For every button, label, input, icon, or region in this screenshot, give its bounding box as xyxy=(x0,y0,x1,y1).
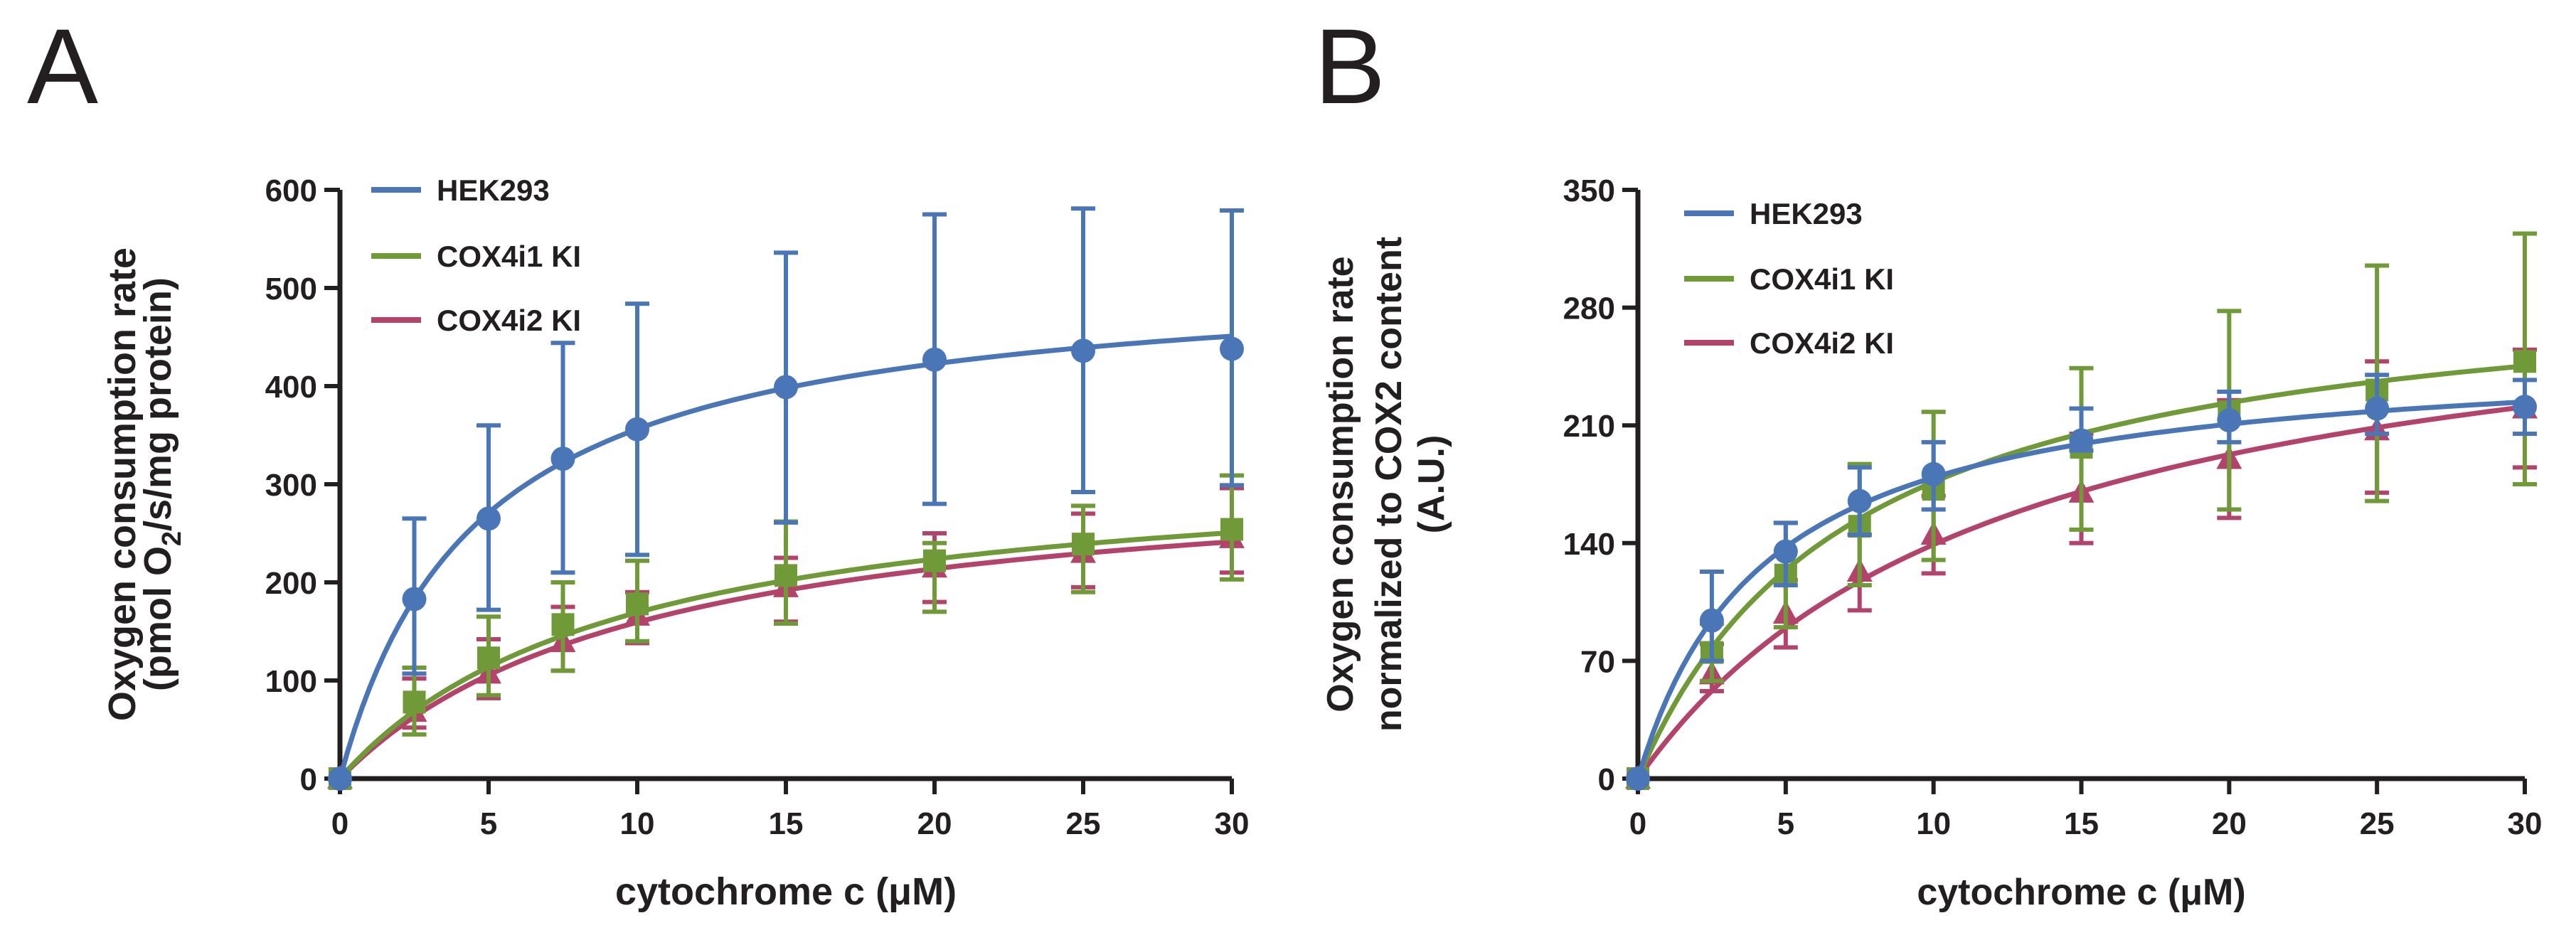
y-tick-label: 300 xyxy=(265,468,317,503)
x-tick-label: 5 xyxy=(480,806,497,841)
legend-label-cox4i1-ki: COX4i1 KI xyxy=(1750,262,1894,296)
hek293-data-point xyxy=(1699,608,1724,633)
panel-a-plot: 0 100 200 300 400 500 600 0 5 10 15 20 25 30 cytochrom… xyxy=(101,173,1249,913)
y-axis-label-line-1: Oxygen consumption rate xyxy=(101,247,144,721)
legend-label-cox4i2-ki: COX4i2 KI xyxy=(1750,326,1894,360)
x-tick-label: 15 xyxy=(2064,806,2099,841)
y-axis-label-line-2: normalized to COX2 content xyxy=(1368,237,1410,732)
panel-a: A 0 100 200 300 400 500 600 0 5 10 15 20 25 30 cytochr… xyxy=(27,6,1249,913)
x-axis-label: cytochrome c (μM) xyxy=(1917,872,2245,913)
y-tick-label: 0 xyxy=(1598,762,1615,797)
cox4i1-ki-data-point xyxy=(1072,533,1095,556)
x-tick-label: 5 xyxy=(1777,806,1794,841)
y-axis-label-part: (pmol O xyxy=(137,546,179,691)
y-axis-label-line-1: Oxygen consumption rate xyxy=(1320,256,1361,712)
cox4i1-ki-data-point xyxy=(1220,518,1243,541)
y-axis-label-part: /s/mg protein) xyxy=(137,277,179,531)
y-tick-label: 140 xyxy=(1563,527,1615,562)
hek293-data-point xyxy=(1921,461,1946,486)
hek293-data-point xyxy=(922,347,947,372)
x-tick-label: 30 xyxy=(1215,806,1250,841)
cox4i1-ki-data-point xyxy=(403,690,426,714)
y-axis-label-line-3: (A.U.) xyxy=(1411,435,1452,534)
x-tick-label: 30 xyxy=(2508,806,2543,841)
y-tick-label: 350 xyxy=(1563,173,1615,208)
hek293-data-point xyxy=(774,375,798,400)
hek293-data-point xyxy=(1626,767,1650,791)
hek293-data-point xyxy=(2217,408,2242,433)
x-tick-label: 0 xyxy=(331,806,348,841)
hek293-data-point xyxy=(402,587,427,612)
hek293-data-point xyxy=(477,506,501,531)
y-tick-label: 280 xyxy=(1563,292,1615,326)
y-tick-label: 200 xyxy=(265,566,317,601)
hek293-data-point xyxy=(625,417,649,442)
x-tick-label: 10 xyxy=(620,806,655,841)
hek293-data-point xyxy=(2513,395,2537,420)
hek293-data-point xyxy=(2365,396,2390,421)
y-tick-label: 400 xyxy=(265,370,317,405)
cox4i1-ki-data-point xyxy=(477,646,500,670)
y-axis-label-subscript: 2 xyxy=(157,531,187,546)
panel-a-label: A xyxy=(27,6,98,126)
x-tick-label: 10 xyxy=(1916,806,1951,841)
hek293-data-point xyxy=(1847,488,1872,513)
cox4i1-ki-data-point xyxy=(923,549,946,572)
legend-label-cox4i1-ki: COX4i1 KI xyxy=(437,240,581,273)
panel-b-label: B xyxy=(1314,6,1385,126)
x-tick-label: 15 xyxy=(769,806,804,841)
cox4i1-ki-data-point xyxy=(2513,350,2536,373)
hek293-data-point xyxy=(1071,338,1095,363)
y-tick-label: 600 xyxy=(265,173,317,208)
y-tick-label: 100 xyxy=(265,664,317,699)
legend-label-cox4i2-ki: COX4i2 KI xyxy=(437,304,581,337)
x-tick-label: 20 xyxy=(917,806,952,841)
x-tick-label: 20 xyxy=(2212,806,2247,841)
panel-b: B 0 70 140 210 280 350 0 5 10 15 20 25 30 cytochrome … xyxy=(1314,6,2542,913)
legend-label-hek293: HEK293 xyxy=(1750,197,1863,230)
x-tick-label: 0 xyxy=(1629,806,1646,841)
x-axis-label: cytochrome c (μM) xyxy=(615,870,957,913)
legend-label-hek293: HEK293 xyxy=(437,173,550,207)
y-axis-label-line-2: (pmol O2/s/mg protein) xyxy=(137,277,187,691)
hek293-data-point xyxy=(328,767,352,791)
hek293-data-point xyxy=(1220,336,1244,361)
cox4i1-ki-data-point xyxy=(551,613,575,636)
x-tick-label: 25 xyxy=(1066,806,1101,841)
y-tick-label: 0 xyxy=(300,762,317,797)
cox4i1-ki-data-point xyxy=(626,592,649,616)
hek293-data-point xyxy=(1773,539,1798,564)
cox4i1-ki-data-point xyxy=(775,564,797,587)
x-tick-label: 25 xyxy=(2360,806,2395,841)
hek293-data-point xyxy=(2069,428,2094,453)
y-tick-label: 500 xyxy=(265,272,317,306)
y-tick-label: 210 xyxy=(1563,409,1615,444)
panel-b-plot: 0 70 140 210 280 350 0 5 10 15 20 25 30 cytochrome c … xyxy=(1320,173,2542,913)
hek293-data-point xyxy=(550,447,575,471)
y-tick-label: 70 xyxy=(1580,644,1615,679)
